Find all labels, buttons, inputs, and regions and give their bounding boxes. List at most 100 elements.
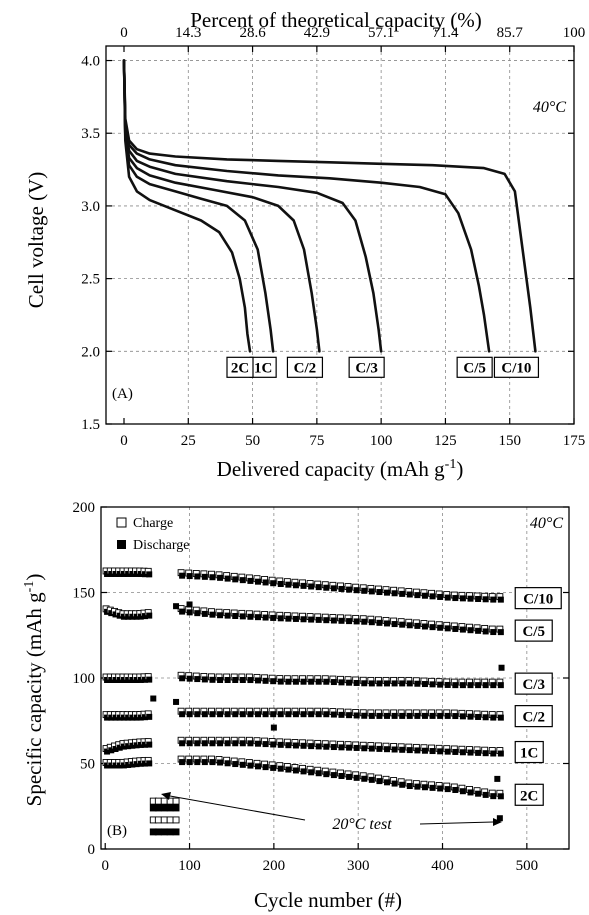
discharge-point <box>459 788 466 795</box>
discharge-point <box>330 744 337 751</box>
discharge-point <box>384 746 391 753</box>
discharge-point <box>452 713 459 720</box>
discharge-point <box>391 780 398 787</box>
discharge-point <box>437 593 444 600</box>
discharge-point <box>146 676 153 683</box>
panel-a-y-tick-label: 2.5 <box>81 272 100 288</box>
panel-b-series-c-2 <box>102 707 504 721</box>
discharge-point <box>414 592 421 599</box>
discharge-point <box>224 677 231 683</box>
discharge-point <box>142 613 149 620</box>
legend-charge-label: Charge <box>133 516 173 531</box>
discharge-point <box>173 698 180 705</box>
discharge-point <box>201 759 208 766</box>
panel-b-low-temp-points <box>149 797 180 836</box>
discharge-point <box>270 580 277 587</box>
discharge-point <box>232 613 239 620</box>
discharge-point <box>338 711 345 718</box>
discharge-point <box>444 748 451 755</box>
panel-b-x-tick-label: 200 <box>263 858 286 874</box>
panel-b-series-c-5 <box>102 605 504 636</box>
discharge-point <box>160 804 168 812</box>
panel-b-outlier-points <box>150 601 505 822</box>
panel-a-x-axis-title-main: Delivered capacity (mAh g <box>217 457 445 481</box>
discharge-point <box>346 679 353 686</box>
discharge-point <box>108 747 115 754</box>
discharge-point <box>429 712 436 719</box>
discharge-point <box>497 750 504 757</box>
discharge-point <box>482 750 489 757</box>
discharge-point <box>338 772 345 779</box>
discharge-point <box>368 776 375 783</box>
discharge-point <box>292 711 299 718</box>
discharge-point <box>406 622 413 629</box>
panel-a-y-axis-title: Cell voltage (V) <box>24 172 48 308</box>
panel-a-x-tick-label: 75 <box>309 433 324 449</box>
discharge-point <box>217 711 224 718</box>
panel-a-rate-label-2c: 2C <box>226 356 254 378</box>
panel-a-x-tick-label: 150 <box>498 433 521 449</box>
discharge-point <box>239 677 246 683</box>
discharge-point <box>346 773 353 780</box>
discharge-point <box>308 616 315 623</box>
top-axis-title: Percent of theoretical capacity (%) <box>190 8 482 32</box>
discharge-point <box>194 759 201 766</box>
discharge-point <box>490 596 497 603</box>
discharge-point <box>137 613 144 620</box>
panel-a-y-tick-label: 1.5 <box>81 417 100 433</box>
discharge-point <box>255 740 261 747</box>
discharge-point <box>368 619 375 626</box>
legend-discharge-marker <box>117 540 126 549</box>
panel-a-rate-label-text: C/5 <box>463 360 486 376</box>
discharge-point <box>497 596 504 603</box>
discharge-point <box>414 783 421 790</box>
panel-b-series-c-3 <box>102 671 504 689</box>
panel-a-rate-label-c-5: C/5 <box>456 356 493 378</box>
discharge-point <box>496 815 503 822</box>
discharge-point <box>437 681 444 688</box>
panel-b-rate-label-box <box>514 783 544 806</box>
panel-a-rate-label-box <box>286 356 324 378</box>
discharge-point <box>482 596 489 603</box>
discharge-point <box>308 583 315 590</box>
discharge-point <box>391 712 398 719</box>
panel-b-rate-labels: C/10 C/5 C/3 C/2 1C 2C <box>514 587 562 806</box>
discharge-point <box>201 610 208 617</box>
discharge-point <box>391 621 398 628</box>
discharge-point <box>338 744 345 751</box>
discharge-point <box>452 682 459 689</box>
discharge-point <box>467 749 474 756</box>
discharge-point <box>247 677 254 684</box>
test-arrow-right <box>419 821 494 825</box>
discharge-point <box>300 711 307 718</box>
discharge-point <box>194 711 201 718</box>
discharge-point <box>224 612 231 619</box>
discharge-point <box>421 784 428 791</box>
discharge-point <box>292 767 299 774</box>
discharge-point <box>475 627 482 634</box>
discharge-point <box>338 617 345 624</box>
discharge-point <box>255 614 261 621</box>
discharge-point <box>406 783 413 790</box>
discharge-point <box>421 681 428 688</box>
discharge-point <box>437 785 444 792</box>
panel-b-frame <box>100 506 570 850</box>
discharge-point <box>146 713 153 720</box>
panel-a-y-tick-label: 3.5 <box>81 126 100 142</box>
discharge-point <box>498 664 505 671</box>
discharge-point <box>353 744 360 751</box>
discharge-point <box>346 618 353 625</box>
discharge-point <box>224 711 231 718</box>
discharge-point <box>467 713 474 720</box>
discharge-point <box>330 772 337 779</box>
discharge-point <box>239 613 246 620</box>
discharge-point <box>384 680 391 687</box>
discharge-point <box>475 682 482 689</box>
panel-a-curve-c-10 <box>122 59 537 353</box>
discharge-point <box>247 740 254 747</box>
discharge-point <box>224 760 231 767</box>
discharge-point <box>201 740 208 747</box>
discharge-point <box>406 747 413 754</box>
discharge-point <box>300 582 307 589</box>
test-note: 20°C test <box>332 816 392 833</box>
